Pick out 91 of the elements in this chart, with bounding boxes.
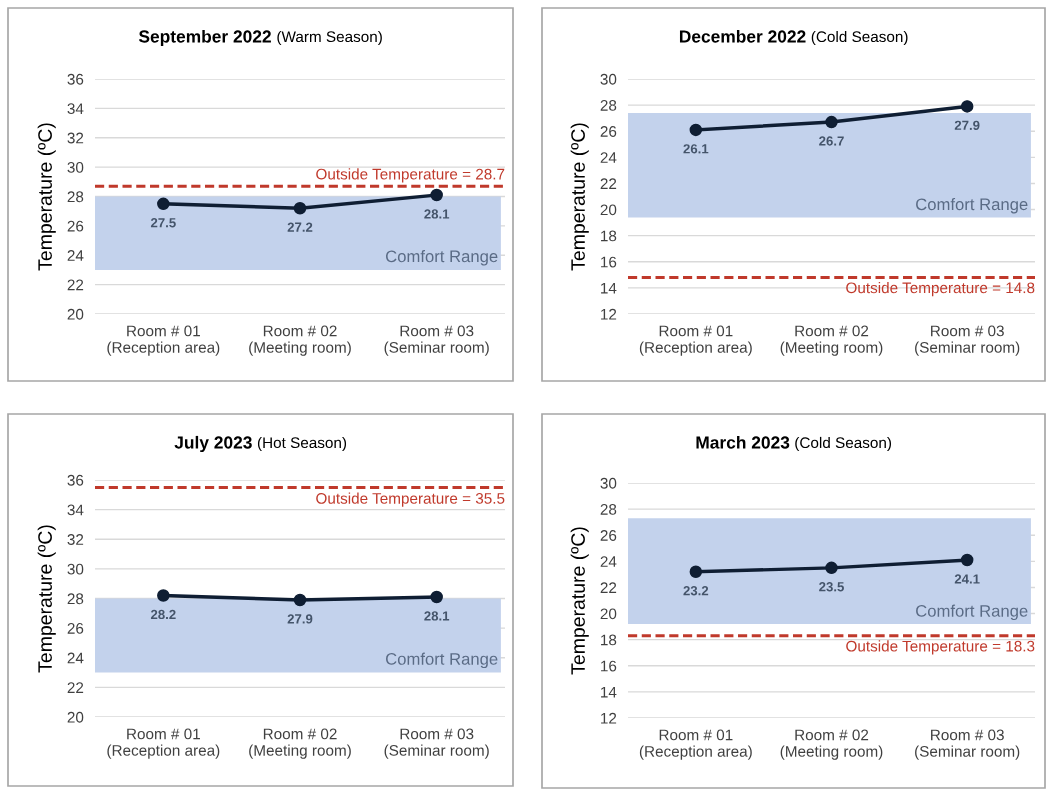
data-label: 28.1 — [424, 209, 450, 219]
ref-line-label: Outside Temperature = 35.5 — [316, 492, 505, 507]
y-axis-title: Temperature (ºC) — [37, 525, 56, 673]
data-label: 27.9 — [287, 614, 313, 624]
y-tick-label: 30 — [67, 161, 84, 173]
data-label: 23.2 — [683, 586, 709, 596]
data-label: 28.2 — [150, 609, 176, 620]
point — [825, 115, 838, 129]
point — [825, 561, 838, 575]
y-tick-label: 28 — [67, 191, 84, 203]
x-tick-label: Room # 02 (Meeting room) — [780, 729, 883, 760]
y-axis-title: Temperature (ºC) — [570, 123, 589, 271]
y-tick-label: 26 — [600, 126, 617, 137]
y-tick-label: 30 — [600, 73, 617, 85]
y-tick-label: 14 — [601, 686, 617, 698]
y-tick-label: 32 — [67, 132, 84, 144]
data-label: 27.9 — [954, 120, 980, 130]
ref-line-label: Outside Temperature = 18.3 — [846, 640, 1035, 655]
x-tick-label: Room # 03 (Seminar room) — [384, 728, 489, 759]
point — [430, 188, 443, 202]
x-tick-label: Room # 03 (Seminar room) — [915, 729, 1020, 760]
y-tick-label: 16 — [601, 660, 617, 672]
band-label: Comfort Range — [916, 197, 1028, 214]
ref-line-label: Outside Temperature = 14.8 — [846, 282, 1035, 297]
chart-subtitle: (Cold Season) — [795, 436, 892, 452]
x-tick-label: Room # 02 (Meeting room) — [780, 325, 883, 356]
band-label: Comfort Range — [916, 604, 1028, 621]
y-tick-label: 30 — [67, 563, 84, 575]
point — [960, 100, 974, 113]
point — [689, 565, 703, 579]
y-tick-label: 16 — [601, 256, 617, 268]
y-tick-label: 26 — [600, 530, 617, 541]
point — [293, 201, 307, 215]
x-tick-label: Room # 02 (Meeting room) — [249, 728, 351, 759]
y-tick-label: 28 — [67, 593, 84, 605]
data-label: 28.1 — [424, 611, 450, 621]
band-label: Comfort Range — [386, 250, 498, 266]
x-tick-label: Room # 01 (Reception area) — [639, 325, 752, 356]
data-label: 27.2 — [287, 222, 313, 232]
y-tick-label: 12 — [601, 712, 617, 724]
y-tick-label: 22 — [600, 178, 617, 189]
y-tick-label: 24 — [600, 152, 617, 163]
x-tick-label: Room # 03 (Seminar room) — [384, 325, 489, 356]
y-tick-label: 22 — [600, 582, 617, 593]
y-tick-label: 36 — [67, 474, 84, 486]
y-tick-label: 22 — [67, 279, 84, 291]
y-axis-title: Temperature (ºC) — [570, 527, 589, 675]
y-tick-label: 24 — [67, 652, 84, 664]
chart-title: December 2022 — [679, 29, 806, 43]
chart-title: March 2023 — [696, 435, 790, 449]
y-tick-label: 32 — [67, 534, 84, 545]
band-label: Comfort Range — [386, 652, 498, 669]
data-label: 24.1 — [954, 574, 980, 584]
y-tick-label: 30 — [600, 477, 617, 489]
point — [157, 197, 170, 211]
y-tick-label: 20 — [600, 204, 617, 216]
y-tick-label: 26 — [67, 622, 84, 634]
ref-line-label: Outside Temperature = 28.7 — [316, 168, 505, 183]
x-tick-label: Room # 01 (Reception area) — [107, 728, 220, 759]
data-label: 26.7 — [819, 136, 844, 146]
x-tick-label: Room # 03 (Seminar room) — [915, 325, 1020, 356]
chart-title: September 2022 — [138, 29, 271, 47]
data-label: 27.5 — [150, 218, 176, 228]
data-label: 23.5 — [819, 582, 844, 592]
chart-subtitle: (Hot Season) — [257, 436, 347, 452]
y-tick-label: 20 — [600, 608, 617, 620]
x-tick-label: Room # 02 (Meeting room) — [249, 325, 351, 356]
y-axis-title: Temperature (ºC) — [37, 123, 56, 271]
x-tick-label: Room # 01 (Reception area) — [639, 729, 752, 760]
y-tick-label: 18 — [601, 634, 617, 646]
y-tick-label: 22 — [67, 682, 84, 693]
chart-subtitle: (Warm Season) — [277, 30, 382, 46]
chart-subtitle: (Cold Season) — [811, 30, 908, 46]
y-tick-label: 36 — [67, 73, 84, 85]
y-tick-label: 24 — [600, 556, 617, 567]
point — [689, 123, 703, 137]
data-label: 26.1 — [683, 144, 709, 154]
y-tick-label: 28 — [600, 503, 617, 515]
y-tick-label: 12 — [601, 308, 617, 320]
y-tick-label: 20 — [67, 308, 84, 320]
y-tick-label: 24 — [67, 250, 84, 261]
y-tick-label: 34 — [67, 103, 84, 115]
x-tick-label: Room # 01 (Reception area) — [107, 325, 220, 356]
y-tick-label: 20 — [67, 711, 84, 723]
y-tick-label: 18 — [601, 230, 617, 242]
y-tick-label: 14 — [601, 282, 617, 294]
chart-title: July 2023 — [174, 435, 252, 453]
y-tick-label: 34 — [67, 504, 84, 516]
y-tick-label: 28 — [600, 99, 617, 111]
y-tick-label: 26 — [67, 220, 84, 232]
point — [960, 553, 974, 567]
